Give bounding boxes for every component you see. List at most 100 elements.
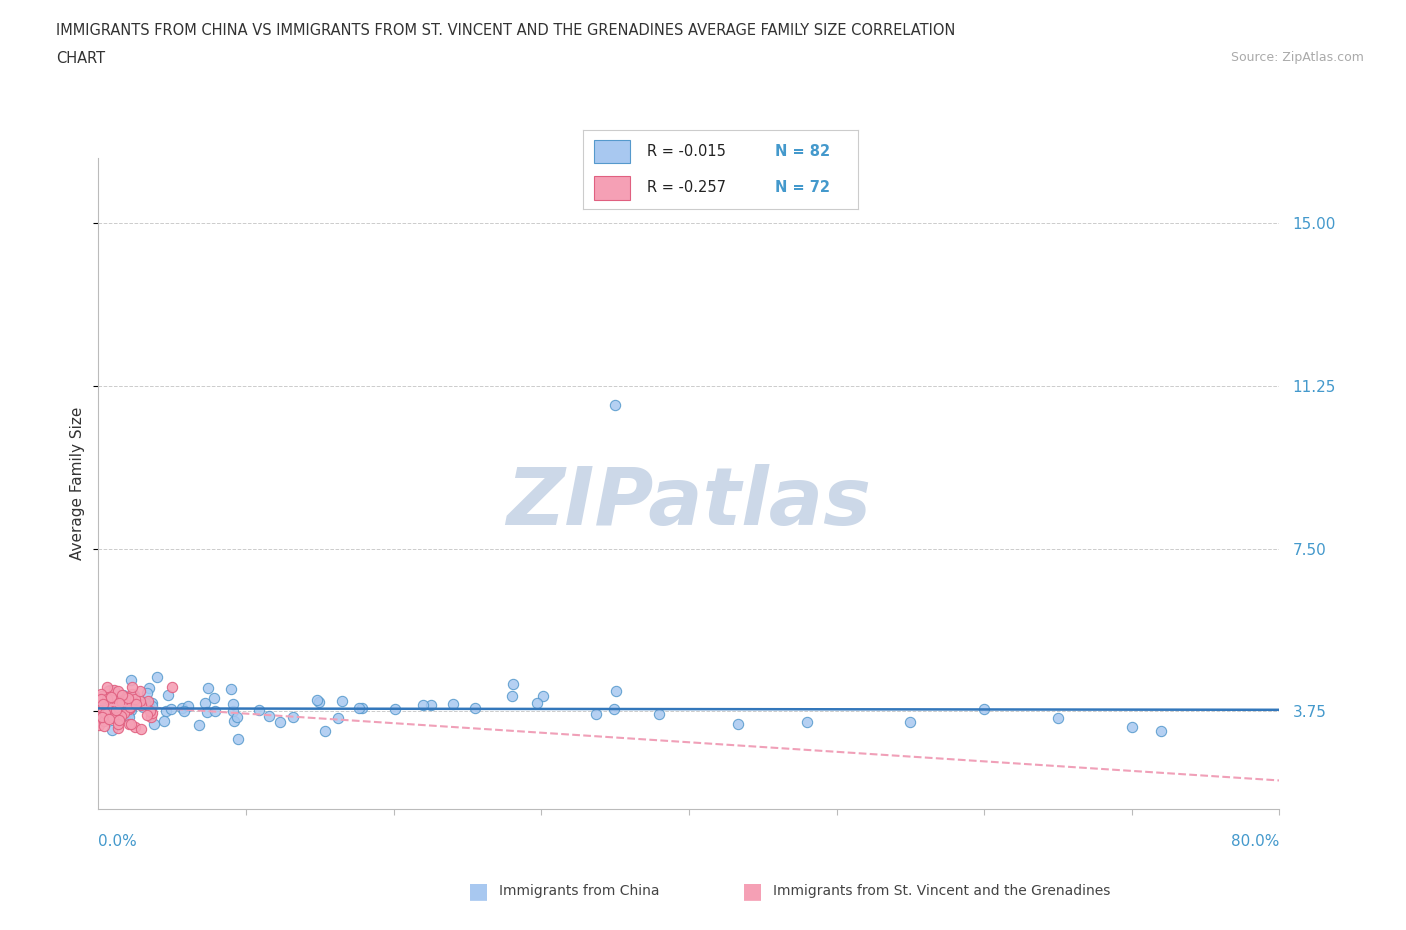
- Point: [91, 697, 114, 711]
- Point: [115, 706, 138, 721]
- Text: Immigrants from St. Vincent and the Grenadines: Immigrants from St. Vincent and the Gren…: [773, 884, 1111, 898]
- Point: [605, 684, 627, 698]
- Point: [101, 723, 124, 737]
- Point: [419, 698, 441, 712]
- Point: [104, 702, 127, 717]
- Point: [603, 701, 626, 716]
- Text: CHART: CHART: [56, 51, 105, 66]
- Point: [111, 695, 134, 710]
- Point: [112, 705, 135, 720]
- Point: [648, 706, 671, 721]
- Point: [110, 690, 132, 705]
- Point: [107, 700, 129, 715]
- Point: [326, 711, 349, 725]
- Point: [269, 714, 291, 729]
- Point: [103, 683, 125, 698]
- Point: [96, 700, 118, 715]
- Point: [120, 700, 142, 715]
- Point: [112, 696, 135, 711]
- Point: [501, 689, 523, 704]
- Point: [90, 692, 112, 707]
- Point: [121, 680, 143, 695]
- Text: 80.0%: 80.0%: [1232, 834, 1279, 849]
- Point: [330, 694, 353, 709]
- Point: [139, 703, 162, 718]
- Point: [136, 685, 159, 700]
- Point: [281, 710, 304, 724]
- Text: Immigrants from China: Immigrants from China: [499, 884, 659, 898]
- Point: [112, 688, 135, 703]
- Point: [134, 696, 156, 711]
- Point: [1121, 719, 1143, 734]
- Point: [94, 690, 117, 705]
- Point: [352, 700, 374, 715]
- Point: [107, 704, 129, 719]
- Point: [94, 705, 117, 720]
- Point: [222, 703, 245, 718]
- Point: [101, 711, 124, 725]
- Point: [145, 670, 167, 684]
- Text: ZIPatlas: ZIPatlas: [506, 464, 872, 542]
- Point: [94, 696, 117, 711]
- Point: [103, 688, 125, 703]
- Point: [107, 721, 129, 736]
- Point: [129, 722, 152, 737]
- Point: [103, 688, 125, 703]
- Point: [98, 712, 121, 727]
- Point: [107, 704, 129, 719]
- Point: [384, 702, 406, 717]
- Point: [152, 714, 174, 729]
- Point: [502, 677, 524, 692]
- Point: [138, 698, 160, 713]
- Point: [89, 710, 111, 724]
- Point: [110, 709, 132, 724]
- Point: [120, 673, 142, 688]
- Point: [118, 716, 141, 731]
- Point: [156, 687, 179, 702]
- Point: [98, 683, 121, 698]
- Point: [305, 693, 328, 708]
- Point: [155, 703, 177, 718]
- Bar: [595, 176, 630, 200]
- Point: [108, 700, 131, 715]
- Point: [114, 698, 136, 712]
- Point: [219, 682, 242, 697]
- Point: [117, 696, 139, 711]
- Point: [122, 687, 145, 702]
- Point: [90, 692, 112, 707]
- Point: [160, 702, 183, 717]
- Text: ■: ■: [742, 881, 762, 901]
- Point: [108, 712, 131, 727]
- Point: [222, 697, 245, 711]
- Point: [135, 707, 157, 722]
- Point: [441, 697, 464, 711]
- Point: [93, 710, 115, 724]
- Point: [138, 693, 160, 708]
- Point: [90, 686, 112, 701]
- Point: [173, 704, 195, 719]
- Point: [96, 692, 118, 707]
- Point: [141, 696, 163, 711]
- Text: ■: ■: [468, 881, 488, 901]
- Point: [91, 708, 114, 723]
- Point: [257, 709, 280, 724]
- Point: [97, 693, 120, 708]
- Point: [900, 715, 922, 730]
- Point: [141, 698, 163, 713]
- Point: [111, 687, 134, 702]
- Point: [107, 696, 129, 711]
- Point: [100, 689, 122, 704]
- Point: [973, 702, 995, 717]
- Point: [93, 713, 115, 728]
- Point: [114, 691, 136, 706]
- Point: [115, 689, 138, 704]
- Point: [138, 681, 160, 696]
- Point: [188, 717, 211, 732]
- Point: [96, 706, 118, 721]
- Point: [117, 700, 139, 715]
- Point: [526, 696, 548, 711]
- Point: [314, 724, 336, 738]
- Point: [531, 688, 554, 703]
- Point: [107, 701, 129, 716]
- Point: [89, 717, 111, 732]
